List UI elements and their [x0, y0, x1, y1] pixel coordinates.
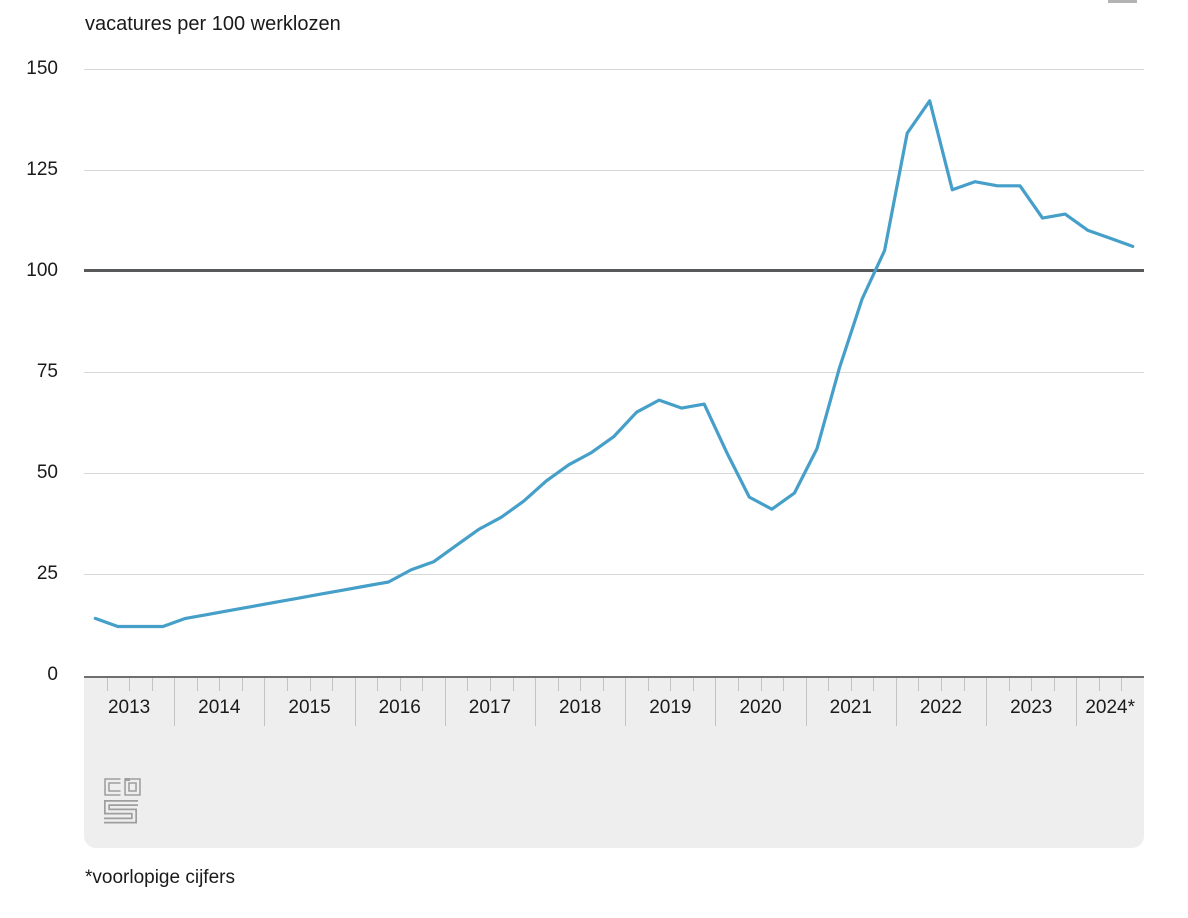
y-tick-label: 25 [36, 562, 58, 584]
quarter-tick [196, 678, 198, 691]
quarter-tick [1098, 678, 1100, 691]
y-tick-label: 150 [26, 57, 58, 79]
quarter-tick [241, 678, 243, 691]
year-tick [986, 678, 988, 726]
quarter-tick [783, 678, 785, 691]
quarter-tick [332, 678, 334, 691]
quarter-tick [647, 678, 649, 691]
x-tick-label: 2013 [107, 697, 151, 718]
quarter-tick [670, 678, 672, 691]
x-tick-label: 2021 [829, 697, 872, 718]
quarter-tick [489, 678, 491, 691]
data-line [93, 99, 1135, 629]
y-tick-label: 75 [36, 360, 58, 382]
quarter-tick [557, 678, 559, 691]
year-tick [805, 678, 807, 726]
year-tick [625, 678, 627, 726]
quarter-tick [1008, 678, 1010, 691]
reference-line-100 [84, 269, 1144, 273]
gridline [84, 371, 1144, 373]
x-tick-label: 2014 [198, 697, 241, 718]
quarter-tick [286, 678, 288, 691]
x-tick-label: 2024* [1085, 697, 1135, 718]
quarter-tick [377, 678, 379, 691]
quarter-tick [602, 678, 604, 691]
quarter-tick [467, 678, 469, 691]
year-tick [264, 678, 266, 726]
x-tick-label: 2017 [468, 697, 512, 718]
x-tick-label: 2020 [739, 697, 782, 718]
year-tick [715, 678, 717, 726]
quarter-tick [399, 678, 401, 691]
year-tick [444, 678, 446, 726]
quarter-tick [106, 678, 108, 691]
quarter-tick [129, 678, 131, 691]
y-tick-label: 50 [36, 461, 58, 483]
y-tick-label: 0 [47, 664, 58, 685]
year-tick [174, 678, 176, 726]
year-tick [895, 678, 897, 726]
quarter-tick [760, 678, 762, 691]
gridline [84, 68, 1144, 70]
quarter-tick [309, 678, 311, 691]
quarter-tick [512, 678, 514, 691]
quarter-tick [219, 678, 221, 691]
x-tick-label: 2015 [288, 697, 331, 718]
quarter-tick [828, 678, 830, 691]
footnote: *voorlopige cijfers [85, 867, 235, 888]
quarter-tick [1053, 678, 1055, 691]
year-tick [1076, 678, 1078, 726]
quarter-tick [1031, 678, 1033, 691]
quarter-tick [738, 678, 740, 691]
quarter-tick [422, 678, 424, 691]
gridline [84, 472, 1144, 474]
x-tick-label: 2023 [1010, 697, 1053, 718]
cbs-logo [104, 778, 141, 824]
quarter-tick [873, 678, 875, 691]
quarter-tick [963, 678, 965, 691]
year-tick [354, 678, 356, 726]
x-tick-label: 2018 [559, 697, 602, 718]
quarter-tick [850, 678, 852, 691]
year-tick [535, 678, 537, 726]
quarter-tick [941, 678, 943, 691]
x-tick-label: 2019 [649, 697, 692, 718]
quarter-tick [918, 678, 920, 691]
quarter-tick [151, 678, 153, 691]
quarter-tick [1121, 678, 1123, 691]
quarter-tick [692, 678, 694, 691]
x-tick-label: 2022 [919, 697, 963, 718]
chart-title: vacatures per 100 werklozen [85, 13, 341, 35]
gridline [84, 169, 1144, 171]
quarter-tick [580, 678, 582, 691]
y-tick-label: 125 [26, 158, 58, 180]
y-tick-label: 100 [26, 259, 58, 281]
context-menu-icon[interactable] [1108, 0, 1137, 3]
x-axis-band: 2013 2014 2015 2016 2017 2018 2019 2020 2021 2022… [84, 676, 1144, 848]
x-tick-label: 2016 [378, 697, 421, 718]
gridline [84, 573, 1144, 575]
